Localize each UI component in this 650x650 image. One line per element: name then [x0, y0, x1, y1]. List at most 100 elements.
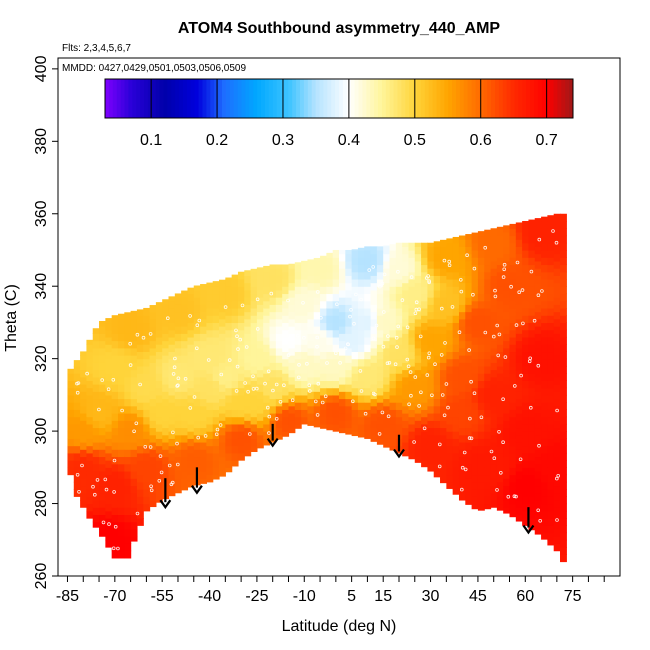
heatmap-cell — [541, 496, 548, 505]
observation-point — [349, 307, 353, 312]
heatmap-cell — [307, 376, 315, 385]
heatmap-cell — [534, 470, 542, 479]
heatmap-cell — [105, 344, 113, 353]
heatmap-cell — [503, 441, 511, 450]
heatmap-cell — [465, 492, 473, 501]
heatmap-cell — [452, 249, 460, 258]
heatmap-cell — [212, 286, 220, 295]
heatmap-cell — [288, 340, 296, 349]
heatmap-cell — [408, 315, 416, 324]
heatmap-cell — [263, 402, 271, 410]
heatmap-cell — [496, 293, 504, 302]
heatmap-cell — [477, 423, 485, 432]
heatmap-cell — [288, 420, 296, 429]
x-tick-label: 75 — [564, 588, 582, 605]
heatmap-cell — [294, 271, 302, 280]
heatmap-cell — [143, 315, 151, 324]
heatmap-cell — [206, 387, 214, 396]
heatmap-cell — [244, 441, 252, 450]
heatmap-cell — [547, 489, 555, 497]
heatmap-cell — [225, 402, 233, 410]
heatmap-cell — [496, 271, 504, 280]
heatmap-cell — [136, 351, 144, 360]
heatmap-cell — [490, 239, 498, 247]
heatmap-cell — [351, 358, 359, 367]
heatmap-cell — [187, 402, 195, 410]
heatmap-cell — [357, 423, 365, 432]
heatmap-cell — [465, 326, 473, 334]
heatmap-cell — [560, 315, 567, 324]
observation-point — [171, 372, 176, 376]
colorbar-segment — [120, 79, 125, 118]
heatmap-cell — [383, 434, 391, 443]
heatmap-cell — [193, 405, 201, 414]
heatmap-cell — [168, 315, 176, 324]
colorbar-segment — [198, 79, 203, 118]
heatmap-cell — [528, 496, 536, 505]
heatmap-cell — [515, 253, 523, 262]
heatmap-cell — [193, 427, 201, 436]
heatmap-cell — [477, 387, 485, 396]
x-axis: -85 -70 -55 -40 -25 -10 5 15 30 45 60 75 — [56, 576, 605, 605]
heatmap-cell — [307, 260, 315, 269]
heatmap-cell — [117, 441, 125, 450]
heatmap-cell — [541, 264, 548, 273]
heatmap-cell — [124, 528, 132, 537]
heatmap-cell — [395, 249, 403, 258]
colorbar-segment — [323, 79, 328, 118]
heatmap-cell — [250, 423, 258, 432]
heatmap-cell — [73, 394, 81, 403]
heatmap-cell — [206, 402, 214, 410]
heatmap-cell — [99, 347, 106, 356]
heatmap-cell — [560, 547, 567, 555]
heatmap-cell — [174, 391, 182, 400]
colorbar-segment — [311, 79, 317, 118]
heatmap-cell — [376, 271, 384, 280]
heatmap-cell — [174, 311, 182, 320]
heatmap-cell — [237, 351, 245, 360]
heatmap-cell — [484, 445, 492, 454]
heatmap-cell — [389, 257, 397, 266]
heatmap-cell — [446, 387, 454, 396]
heatmap-cell — [509, 307, 517, 316]
observation-point — [176, 383, 180, 388]
observation-point — [143, 444, 148, 449]
heatmap-cell — [313, 297, 321, 305]
heatmap-cell — [219, 333, 226, 342]
heatmap-cell — [307, 369, 315, 378]
heatmap-cell — [130, 463, 138, 472]
heatmap-cell — [370, 427, 378, 436]
heatmap-cell — [414, 326, 422, 334]
heatmap-cell — [490, 427, 498, 436]
heatmap-cell — [231, 445, 239, 454]
heatmap-cell — [547, 445, 555, 454]
heatmap-cell — [99, 333, 106, 342]
heatmap-cell — [111, 499, 119, 508]
heatmap-cell — [522, 351, 530, 360]
heatmap-cell — [515, 355, 523, 363]
heatmap-cell — [458, 434, 466, 443]
heatmap-cell — [477, 271, 485, 280]
heatmap-cell — [503, 340, 511, 349]
heatmap-cell — [383, 246, 391, 255]
heatmap-cell — [143, 380, 151, 389]
heatmap-cell — [168, 387, 176, 396]
heatmap-cell — [326, 315, 334, 324]
heatmap-cell — [528, 286, 536, 295]
heatmap-cell — [433, 405, 441, 414]
heatmap-cell — [206, 452, 214, 461]
observation-point — [387, 360, 392, 365]
heatmap-cell — [73, 423, 81, 432]
heatmap-cell — [515, 369, 523, 378]
heatmap-cell — [515, 347, 523, 356]
heatmap-cell — [307, 275, 315, 284]
observation-point — [112, 490, 116, 494]
heatmap-cell — [244, 434, 252, 443]
heatmap-cell — [212, 344, 220, 353]
heatmap-cell — [269, 333, 277, 342]
heatmap-cell — [389, 431, 397, 439]
heatmap-cell — [181, 318, 189, 327]
heatmap-cell — [376, 264, 384, 273]
heatmap-cell — [301, 260, 309, 266]
heatmap-cell — [351, 351, 359, 360]
